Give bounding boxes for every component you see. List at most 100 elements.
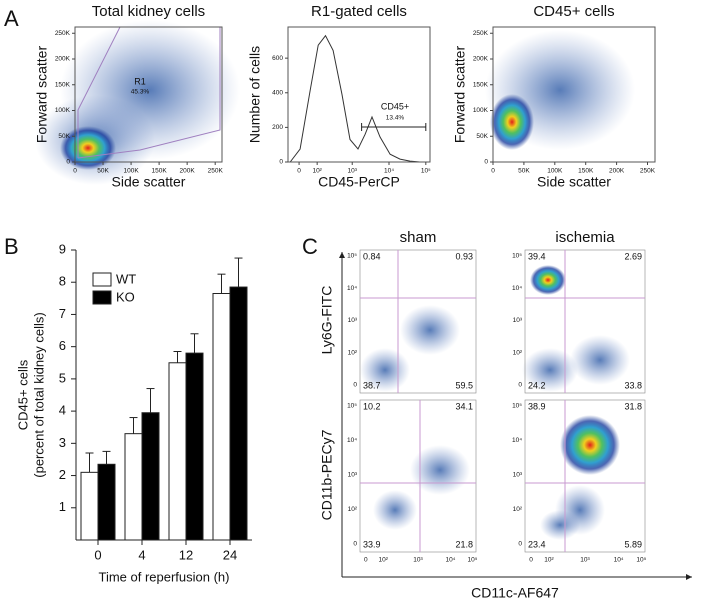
x-tick-label: 0 [297,168,301,175]
x-tick-label: 10⁴ [384,168,394,175]
y-tick-label: 10² [348,506,358,513]
quadrant-percent: 10.2 [363,401,381,411]
y-tick-label: 2 [59,467,66,482]
legend-swatch [92,272,112,287]
quadrant-percent: 0.84 [363,251,381,261]
quadrant-percent: 31.8 [624,401,642,411]
bar [141,412,160,541]
y-tick-label: 10³ [513,317,523,324]
x-tick-label: 10² [378,557,388,564]
x-axis-label: CD45-PerCP [318,174,400,190]
bar [97,463,116,541]
quadrant-percent: 38.9 [528,401,546,411]
bar [212,293,231,541]
y-tick-label: 0 [518,382,522,389]
x-tick-label: 0 [94,547,101,562]
plot-frame [524,399,646,553]
panel-label: C [302,234,318,259]
x-tick-label: 24 [223,547,237,562]
y-tick-label: 10⁵ [347,253,357,260]
quadrant-percent: 33.9 [363,539,381,549]
y-tick-label: 400 [272,89,283,96]
quadrant-percent: 21.8 [455,539,473,549]
x-tick-label: 200K [609,168,625,175]
y-tick-label: 7 [59,306,66,321]
density-cloud [60,126,116,170]
density-cloud [522,348,578,392]
x-axis-label: Side scatter [112,174,186,190]
x-tick-label: 0 [364,557,368,564]
y-tick-label: 10³ [348,472,358,479]
plot-title: R1-gated cells [311,3,407,20]
y-tick-label: 0 [353,382,357,389]
x-tick-label: 10² [312,168,322,175]
x-axis-label: Time of reperfusion (h) [98,569,229,584]
y-tick-label: 150K [55,81,71,88]
column-title: sham [400,229,437,246]
panel-label: B [4,234,19,259]
y-tick-label: 50K [58,133,70,140]
y-tick-label: 10⁴ [347,437,357,444]
legend-label: WT [116,271,136,286]
plot-title: CD45+ cells [533,3,614,20]
y-tick-label: 10² [513,349,523,356]
quadrant-percent: 59.5 [455,380,473,390]
plot-frame [492,26,656,163]
bar [124,433,143,541]
plot-frame [359,399,477,553]
gate-annotation: CD45+ [381,101,409,111]
x-tick-label: 0 [73,168,77,175]
y-tick-label: 9 [59,241,66,256]
y-tick-label: 3 [59,435,66,450]
plot-frame [74,26,223,163]
x-tick-label: 10⁵ [421,168,431,175]
x-tick-label: 10⁴ [445,557,455,564]
x-tick-label: 0 [529,557,533,564]
x-axis-label: Side scatter [537,174,611,190]
panel-label: A [4,6,19,31]
quadrant-percent: 5.89 [624,539,642,549]
quadrant-percent: 38.7 [363,380,381,390]
quadrant-percent: 0.93 [455,251,473,261]
x-tick-label: 10⁵ [468,557,478,564]
histogram-line [289,34,420,163]
density-cloud [560,415,620,475]
quadrant-percent: 39.4 [528,251,546,261]
y-tick-label: 250K [55,30,71,37]
row-label: Ly6G-FITC [319,286,335,355]
y-tick-label: 10³ [513,472,523,479]
plot-frame [359,249,477,394]
bar [229,286,248,541]
plot-frame [524,249,646,394]
gate-annotation: 13.4% [386,115,405,122]
y-tick-label: 10⁵ [347,403,357,410]
y-tick-label: 200 [272,124,283,131]
plot-title: Total kidney cells [92,3,205,20]
x-tick-label: 10³ [413,557,423,564]
y-tick-label: 200K [473,56,489,63]
bar [185,352,204,541]
x-tick-label: 10⁵ [636,557,646,564]
quadrant-percent: 33.8 [624,380,642,390]
y-tick-label: 0 [66,159,70,166]
density-cloud [570,335,630,385]
x-tick-label: 100K [123,168,139,175]
x-tick-label: 50K [518,168,530,175]
y-tick-label: 8 [59,274,66,289]
x-tick-label: 250K [640,168,656,175]
x-axis-label: CD11c-AF647 [471,585,559,601]
y-tick-label: 150K [473,81,489,88]
y-tick-label: 10⁴ [512,285,522,292]
y-axis-label: CD45+ cells [15,359,30,430]
gate-annotation: R1 [134,76,146,86]
y-tick-label: 100K [55,107,71,114]
x-tick-label: 10³ [580,557,590,564]
plot-frame [287,26,431,163]
y-tick-label: 250K [473,30,489,37]
y-tick-label: 50K [476,133,488,140]
y-tick-label: 5 [59,370,66,385]
y-tick-label: 600 [272,55,283,62]
y-tick-label: 0 [353,541,357,548]
density-cloud [530,265,566,295]
